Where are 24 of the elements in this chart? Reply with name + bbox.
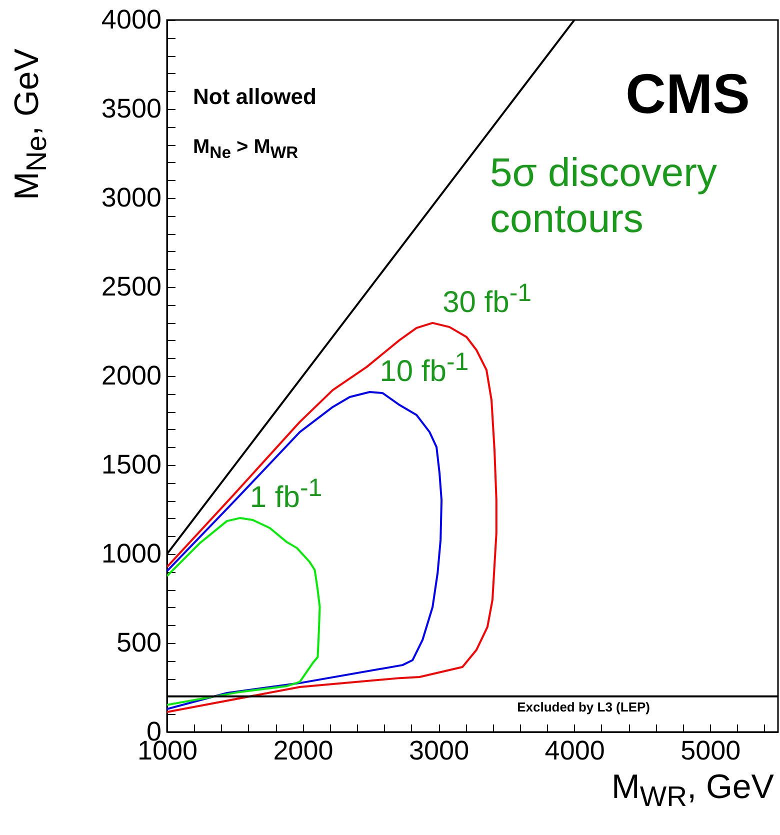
y-tick-label: 1000 bbox=[101, 538, 162, 568]
series-label: 1 fb$^{-1}$ bbox=[250, 474, 322, 516]
line-series bbox=[167, 391, 443, 710]
y-tick-label: 4000 bbox=[101, 4, 162, 34]
y-tick-label: 3000 bbox=[101, 182, 162, 212]
series-label: 30 fb$^{-1}$ bbox=[442, 278, 532, 320]
ref-line-label: Excluded by L3 (LEP) bbox=[517, 699, 650, 714]
x-tick-label: 3000 bbox=[409, 736, 470, 766]
y-tick-label: 1500 bbox=[101, 450, 162, 480]
x-tick-label: 2000 bbox=[273, 736, 334, 766]
line-series bbox=[167, 517, 321, 706]
series-label: 10 fb$^{-1}$ bbox=[380, 348, 469, 390]
x-tick-label: 5000 bbox=[680, 736, 741, 766]
annotation: M$_{Ne}$ > M$_{WR}$ bbox=[193, 136, 298, 162]
y-tick-label: 3500 bbox=[101, 94, 162, 124]
annotation: CMS bbox=[626, 62, 750, 126]
annotation: 5σ discovery contours bbox=[490, 150, 718, 242]
y-tick-label: 2000 bbox=[101, 360, 162, 390]
x-tick-label: 4000 bbox=[544, 736, 605, 766]
annotation: Not allowed bbox=[193, 84, 316, 110]
y-tick-label: 500 bbox=[116, 628, 162, 658]
line-series bbox=[167, 322, 498, 714]
y-tick-label: 2500 bbox=[101, 272, 162, 302]
x-axis-title: M$_{WR}$, GeV bbox=[612, 768, 774, 814]
